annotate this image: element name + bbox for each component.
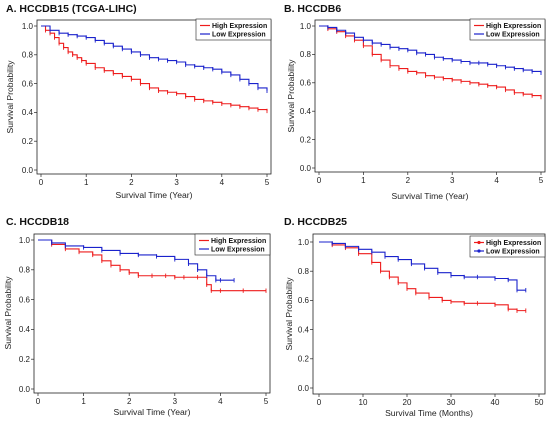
panel-a-legend: High Expression Low Expression xyxy=(195,18,272,41)
panel-d-plot-frame xyxy=(312,233,546,395)
panel-d: D. HCCDB25 0 10 20 30 40 50 0.0 0.2 0.4 0.6 0.8 1.0… xyxy=(284,216,546,418)
panel-a-ylabel: Survival Probability xyxy=(5,60,15,134)
panel-a-ytick-label-0: 0.0 xyxy=(22,166,34,175)
panel-a-ytick-label-1: 0.2 xyxy=(22,137,34,146)
panel-c-legend: High Expression Low Expression xyxy=(194,233,271,256)
panel-c-xtick-label-1: 1 xyxy=(81,397,86,406)
panel-a: A. HCCDB15 (TCGA-LIHC) 0 1 2 3 4 5 0.0 0.2 0.4 0.… xyxy=(5,3,272,200)
panel-d-title: D. HCCDB25 xyxy=(284,216,347,228)
panel-b-xlabel: Survival Time (Year) xyxy=(391,191,468,201)
panel-c-series-layer xyxy=(38,239,267,293)
panel-c-ytick-label-2: 0.4 xyxy=(19,325,31,334)
panel-b-legend-high-label: High Expression xyxy=(486,23,541,30)
panel-a-ticks-layer: 0 1 2 3 4 5 0.0 0.2 0.4 0.6 0.8 1.0 xyxy=(22,22,270,187)
panel-d-ytick-label-3: 0.6 xyxy=(298,296,310,305)
panel-d-legend-low-marker xyxy=(477,249,481,253)
panel-a-xtick-label-1: 1 xyxy=(84,178,89,187)
panel-c-legend-box xyxy=(194,233,271,256)
panel-d-xlabel: Survival Time (Months) xyxy=(385,408,473,418)
panel-d-xtick-label-1: 10 xyxy=(359,398,368,407)
panel-a-series-layer xyxy=(41,25,268,114)
panel-c-xtick-label-3: 3 xyxy=(173,397,178,406)
panel-d-xtick-label-5: 50 xyxy=(535,398,544,407)
panel-b-ticks-layer: 0 1 2 3 4 5 0.0 0.2 0.4 0.6 0.8 1.0 xyxy=(300,22,544,185)
panel-d-xtick-label-2: 20 xyxy=(403,398,412,407)
panel-b-ytick-label-3: 0.6 xyxy=(300,79,312,88)
panel-b-ytick-label-1: 0.2 xyxy=(300,135,312,144)
panel-b: B. HCCDB6 0 1 2 3 4 5 0.0 0.2 0.4 0.6 0.8 1.0 Survi… xyxy=(284,3,546,201)
panel-b-xtick-label-5: 5 xyxy=(539,176,544,185)
panel-b-xtick-label-1: 1 xyxy=(361,176,366,185)
panel-c-ylabel: Survival Probability xyxy=(3,276,13,350)
panel-d-ytick-label-2: 0.4 xyxy=(298,325,310,334)
panel-b-ytick-label-5: 1.0 xyxy=(300,22,312,31)
panel-d-ytick-label-1: 0.2 xyxy=(298,355,310,364)
panel-b-series-layer xyxy=(319,25,542,100)
panel-d-legend-box xyxy=(469,235,546,258)
panel-c-ticks-layer: 0 1 2 3 4 5 0.0 0.2 0.4 0.6 0.8 1.0 xyxy=(19,236,269,406)
panel-a-ytick-label-4: 0.8 xyxy=(22,51,34,60)
panel-b-ylabel: Survival Probability xyxy=(286,59,296,133)
panel-c-ytick-label-0: 0.0 xyxy=(19,385,31,394)
panel-c-title: C. HCCDB18 xyxy=(6,216,69,228)
panel-d-ytick-label-4: 0.8 xyxy=(298,267,310,276)
panel-c-xlabel: Survival Time (Year) xyxy=(113,407,190,417)
panel-c-ytick-label-5: 1.0 xyxy=(19,236,31,245)
panel-b-xtick-label-0: 0 xyxy=(317,176,322,185)
panel-d-ytick-label-0: 0.0 xyxy=(298,384,310,393)
panel-a-xtick-label-2: 2 xyxy=(129,178,134,187)
panel-a-legend-high-label: High Expression xyxy=(212,23,267,30)
panel-d-ticks-layer: 0 10 20 30 40 50 0.0 0.2 0.4 0.6 0.8 1.0 xyxy=(298,238,544,407)
panel-b-legend-low-label: Low Expression xyxy=(486,32,540,39)
panel-d-xtick-label-0: 0 xyxy=(317,398,322,407)
panel-a-xtick-label-3: 3 xyxy=(174,178,179,187)
panel-a-ytick-label-3: 0.6 xyxy=(22,79,34,88)
panel-a-xtick-label-5: 5 xyxy=(265,178,270,187)
panel-c-xtick-label-4: 4 xyxy=(218,397,223,406)
panel-b-plot-frame xyxy=(314,19,546,173)
panel-d-xtick-label-3: 30 xyxy=(447,398,456,407)
panel-d-series-layer xyxy=(319,241,527,313)
panel-a-ytick-label-5: 1.0 xyxy=(22,22,34,31)
panel-b-ytick-label-2: 0.4 xyxy=(300,107,312,116)
panel-c-xtick-label-2: 2 xyxy=(127,397,132,406)
panel-a-title: A. HCCDB15 (TCGA-LIHC) xyxy=(6,3,137,15)
panel-c-ytick-label-3: 0.6 xyxy=(19,295,31,304)
panel-b-xtick-label-2: 2 xyxy=(406,176,411,185)
panel-a-ytick-label-2: 0.4 xyxy=(22,108,34,117)
panel-c-plot-frame xyxy=(33,233,271,394)
panel-a-plot-frame xyxy=(36,19,272,175)
panel-c-legend-high-label: High Expression xyxy=(211,238,266,245)
panel-b-xtick-label-4: 4 xyxy=(494,176,499,185)
panel-d-legend-low-label: Low Expression xyxy=(486,249,540,256)
panel-c-xtick-label-0: 0 xyxy=(36,397,41,406)
panel-a-legend-box xyxy=(195,18,272,41)
panel-b-ytick-label-4: 0.8 xyxy=(300,50,312,59)
panel-a-legend-low-label: Low Expression xyxy=(212,32,266,39)
panel-c-ytick-label-4: 0.8 xyxy=(19,266,31,275)
panel-a-xtick-label-0: 0 xyxy=(39,178,44,187)
panel-c-ytick-label-1: 0.2 xyxy=(19,355,31,364)
panel-d-legend-high-label: High Expression xyxy=(486,240,541,247)
panel-d-ylabel: Survival Probability xyxy=(284,277,294,351)
panel-c: C. HCCDB18 0 1 2 3 4 5 0.0 0.2 0.4 0.6 0.8 1.0 Surv… xyxy=(3,216,271,417)
panel-c-xtick-label-5: 5 xyxy=(264,397,269,406)
panel-c-legend-low-label: Low Expression xyxy=(211,247,265,254)
panel-b-legend: High Expression Low Expression xyxy=(469,18,546,41)
panel-b-legend-box xyxy=(469,18,546,41)
panel-b-title: B. HCCDB6 xyxy=(284,3,341,15)
panel-a-xlabel: Survival Time (Year) xyxy=(115,190,192,200)
panel-d-legend: High Expression Low Expression xyxy=(469,235,546,258)
panel-b-ytick-label-0: 0.0 xyxy=(300,164,312,173)
panel-a-xtick-label-4: 4 xyxy=(220,178,225,187)
panel-d-xtick-label-4: 40 xyxy=(491,398,500,407)
panel-d-legend-high-marker xyxy=(477,240,481,245)
panel-b-xtick-label-3: 3 xyxy=(450,176,455,185)
panel-d-ytick-label-5: 1.0 xyxy=(298,238,310,247)
